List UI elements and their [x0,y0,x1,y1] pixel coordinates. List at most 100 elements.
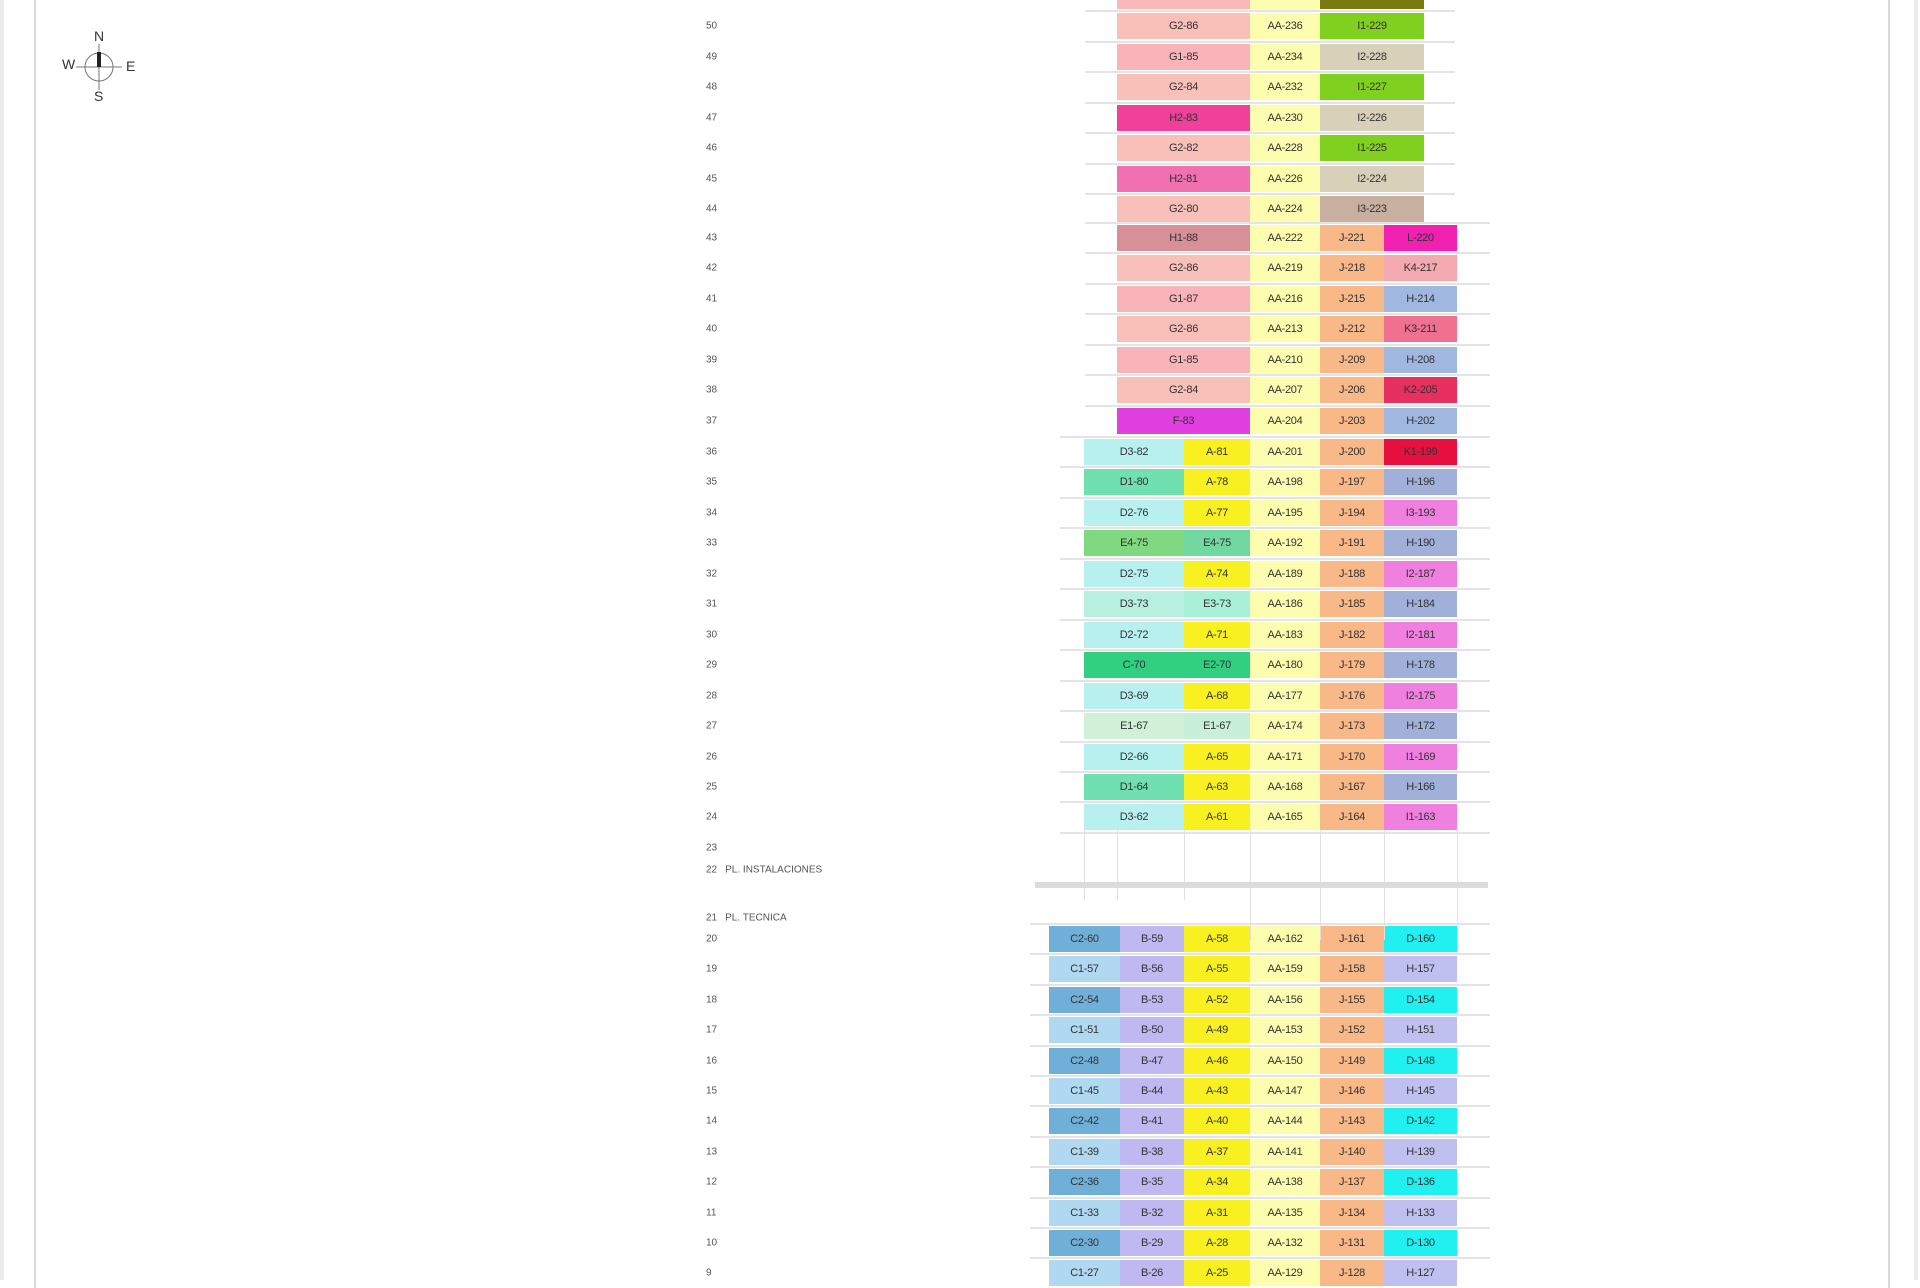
unit-cell[interactable]: J-173 [1320,713,1384,740]
unit-cell[interactable]: J-140 [1320,1138,1384,1165]
unit-cell[interactable]: K3-211 [1384,316,1457,343]
unit-cell[interactable]: E1-67 [1084,713,1184,740]
unit-cell[interactable]: A-74 [1184,560,1250,587]
unit-cell[interactable]: A-25 [1184,1260,1250,1287]
unit-cell[interactable]: L-220 [1384,225,1457,251]
unit-cell[interactable]: A-61 [1184,804,1250,831]
unit-cell[interactable]: A-58 [1184,926,1250,952]
unit-cell[interactable]: J-134 [1320,1199,1384,1226]
unit-cell[interactable]: D3-82 [1084,439,1184,465]
unit-cell[interactable]: AA-204 [1250,407,1320,434]
unit-cell[interactable]: C1-33 [1049,1199,1120,1226]
unit-cell[interactable]: J-152 [1320,1017,1384,1044]
unit-cell[interactable]: C-70 [1084,652,1184,679]
unit-cell[interactable]: A-31 [1184,1199,1250,1226]
unit-cell[interactable]: AA-232 [1250,74,1320,101]
unit-cell[interactable]: D-130 [1384,1230,1457,1256]
unit-cell[interactable]: J-167 [1320,773,1384,800]
unit-cell[interactable]: G1-87 [1117,285,1250,312]
unit-cell[interactable]: A-37 [1184,1138,1250,1165]
unit-cell[interactable]: I2-187 [1384,560,1457,587]
unit-cell[interactable]: H-166 [1384,773,1457,800]
unit-cell[interactable]: J-209 [1320,346,1384,373]
unit-cell[interactable]: AA-201 [1250,439,1320,465]
unit-cell[interactable]: D1-80 [1084,469,1184,496]
unit-cell[interactable]: J-176 [1320,682,1384,709]
unit-cell[interactable]: AA-156 [1250,986,1320,1013]
unit-cell[interactable]: AA-168 [1250,773,1320,800]
unit-cell[interactable]: J-146 [1320,1078,1384,1104]
unit-cell[interactable]: B-56 [1120,956,1184,983]
unit-cell[interactable]: J-218 [1320,255,1384,282]
unit-cell[interactable]: C2-48 [1049,1047,1120,1074]
unit-cell[interactable]: E4-75 [1184,530,1250,557]
unit-cell[interactable]: H-190 [1384,530,1457,557]
unit-cell[interactable]: AA-195 [1250,499,1320,526]
unit-cell[interactable]: G2-86 [1117,255,1250,282]
unit-cell[interactable]: C2-30 [1049,1230,1120,1256]
unit-cell[interactable]: B-29 [1120,1230,1184,1256]
unit-cell[interactable]: B-47 [1120,1047,1184,1074]
unit-cell[interactable]: AA-222 [1250,225,1320,251]
unit-cell[interactable]: C1-51 [1049,1017,1120,1044]
unit-cell[interactable]: C1-39 [1049,1138,1120,1165]
unit-cell[interactable]: J-203 [1320,407,1384,434]
unit-cell[interactable]: J-155 [1320,986,1384,1013]
unit-cell[interactable]: J-212 [1320,316,1384,343]
unit-cell[interactable]: B-50 [1120,1017,1184,1044]
unit-cell[interactable]: C1-57 [1049,956,1120,983]
unit-cell[interactable]: AA-192 [1250,530,1320,557]
unit-cell[interactable]: J-164 [1320,804,1384,831]
unit-cell[interactable]: J-143 [1320,1108,1384,1135]
unit-cell[interactable]: D1-64 [1084,773,1184,800]
unit-cell[interactable]: AA-213 [1250,316,1320,343]
unit-cell[interactable]: D-154 [1384,986,1457,1013]
unit-cell[interactable]: AA-171 [1250,743,1320,770]
unit-cell[interactable] [1320,0,1424,9]
unit-cell[interactable]: A-68 [1184,682,1250,709]
unit-cell[interactable]: C1-45 [1049,1078,1120,1104]
unit-cell[interactable]: A-77 [1184,499,1250,526]
unit-cell[interactable]: AA-144 [1250,1108,1320,1135]
unit-cell[interactable]: G2-86 [1117,316,1250,343]
unit-cell[interactable]: I1-227 [1320,74,1424,101]
unit-cell[interactable]: D2-66 [1084,743,1184,770]
unit-cell[interactable]: E3-73 [1184,591,1250,618]
unit-cell[interactable]: G2-86 [1117,13,1250,40]
unit-cell[interactable]: H-202 [1384,407,1457,434]
unit-cell[interactable]: G2-84 [1117,377,1250,404]
unit-cell[interactable]: AA-150 [1250,1047,1320,1074]
unit-cell[interactable]: H-139 [1384,1138,1457,1165]
unit-cell[interactable]: E1-67 [1184,713,1250,740]
unit-cell[interactable]: I3-193 [1384,499,1457,526]
unit-cell[interactable]: H-145 [1384,1078,1457,1104]
unit-cell[interactable]: J-188 [1320,560,1384,587]
unit-cell[interactable]: AA-236 [1250,13,1320,40]
unit-cell[interactable]: I1-169 [1384,743,1457,770]
unit-cell[interactable]: I1-163 [1384,804,1457,831]
unit-cell[interactable]: G2-80 [1117,196,1250,223]
unit-cell[interactable]: C2-54 [1049,986,1120,1013]
unit-cell[interactable]: F-83 [1117,407,1250,434]
unit-cell[interactable]: K4-217 [1384,255,1457,282]
unit-cell[interactable]: J-194 [1320,499,1384,526]
unit-cell[interactable]: D3-62 [1084,804,1184,831]
unit-cell[interactable]: H-157 [1384,956,1457,983]
unit-cell[interactable]: E4-75 [1084,530,1184,557]
unit-cell[interactable]: A-52 [1184,986,1250,1013]
unit-cell[interactable]: B-26 [1120,1260,1184,1287]
unit-cell[interactable]: I2-181 [1384,621,1457,648]
unit-cell[interactable]: J-128 [1320,1260,1384,1287]
unit-cell[interactable]: J-131 [1320,1230,1384,1256]
unit-cell[interactable]: D-148 [1384,1047,1457,1074]
unit-cell[interactable]: G2-84 [1117,74,1250,101]
unit-cell[interactable]: J-197 [1320,469,1384,496]
unit-cell[interactable]: AA-132 [1250,1230,1320,1256]
unit-cell[interactable]: C2-42 [1049,1108,1120,1135]
unit-cell[interactable]: B-35 [1120,1169,1184,1196]
unit-cell[interactable]: H-178 [1384,652,1457,679]
unit-cell[interactable]: H1-88 [1117,225,1250,251]
unit-cell[interactable]: G1-85 [1117,346,1250,373]
unit-cell[interactable]: AA-159 [1250,956,1320,983]
unit-cell[interactable]: B-41 [1120,1108,1184,1135]
